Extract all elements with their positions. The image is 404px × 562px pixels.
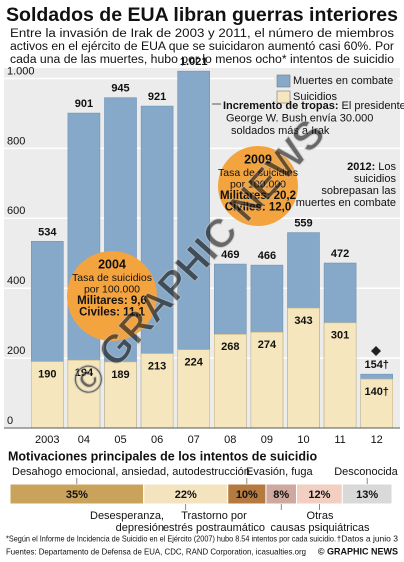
subtitle-line: Entre la invasión de Irak de 2003 y 2011… [10,28,394,40]
x-tick-label: 10 [297,434,309,446]
annotation-title: Incremento de tropas: [223,100,339,112]
motive-value-label: 12% [308,489,330,501]
combat-value-label: 472 [331,248,349,260]
subtitle-line: cada una de las muertes, hubo por lo men… [10,54,394,66]
x-tick-label: 11 [334,434,345,446]
motive-value-label: 8% [273,489,289,501]
annotation-line: Militares: 20,2 [220,190,296,202]
credit: © GRAPHIC NEWS [318,546,398,556]
suicide-value-label: 190 [38,368,56,380]
suicide-value-label: 194 [75,367,94,379]
legend-swatch [276,90,291,104]
combat-value-label: 469 [221,249,239,261]
footnote: †Datos a junio 3 [337,533,399,543]
combat-value-label: 945 [111,83,129,95]
suicide-value-label: 189 [111,369,129,381]
suicide-value-label: 301 [331,330,349,342]
subtitle-line: activos en el ejército de EUA que se sui… [10,41,394,53]
legend-label: Suicidios [293,91,338,103]
annotation-line: Los [378,161,396,173]
motive-label: estrés postraumático [163,522,265,534]
annotation-text: Incremento de tropas: El presidente [223,100,404,112]
annotation-title: 2012: [347,161,375,173]
chart-title: Soldados de EUA libran guerras interiore… [6,5,398,26]
x-tick-label: 12 [371,434,383,446]
suicide-bar [323,322,357,429]
y-tick-label: 600 [7,205,25,217]
suicide-value-label: 213 [148,360,166,372]
annotation-line: muertes en combate [296,197,396,209]
y-tick-label: 400 [7,275,25,287]
footnote: Fuentes: Departamento de Defensa de EUA,… [6,546,306,556]
x-tick-label: 06 [151,434,163,446]
x-tick-label: 09 [261,434,273,446]
combat-value-label: 466 [258,250,276,262]
annotation-line: soldados más a Irak [231,125,330,137]
combat-value-label: 534 [38,226,57,238]
suicide-bar [214,334,247,429]
annotation-line: sobrepasan las [321,185,396,197]
combat-value-label: 1.021 [180,56,208,68]
annotation-line: por 100.000 [230,178,286,190]
suicide-bar [30,361,64,429]
suicide-bar [250,331,284,429]
motive-label: Evasión, fuga [246,466,314,478]
x-tick-label: 05 [114,434,126,446]
motive-value-label: 13% [356,489,378,501]
suicide-bar [287,307,320,429]
combat-value-label: 921 [148,91,166,103]
x-tick-label: 2003 [35,434,59,446]
suicide-bar [67,359,101,429]
legend-label: Muertes en combate [293,75,393,87]
annotation-marker [371,346,381,356]
footnote: *Según el Informe de Incidencia de Suici… [6,533,336,543]
suicide-value-label: 274 [258,339,277,351]
motive-label: Desesperanza, [90,510,164,522]
annotation-line: por 100.000 [84,283,140,295]
annotation-title: 2009 [244,152,272,166]
motive-label: Otras [307,510,334,522]
combat-value-label: 154† [364,359,388,371]
annotation-title: 2004 [98,257,126,271]
suicide-bar [140,353,174,429]
suicide-value-label: 224 [185,357,204,369]
combat-value-label: 901 [75,98,93,110]
annotation-circle [218,146,298,226]
suicide-value-label: 268 [221,341,239,353]
suicide-value-label: 140† [364,386,388,398]
combat-value-label: 559 [294,218,312,230]
legend-box [274,72,398,106]
suicide-bar [360,378,394,429]
x-tick-label: 04 [78,434,90,446]
y-tick-label: 0 [7,415,13,427]
x-tick-label: 08 [224,434,236,446]
annotation-line: Civiles: 11,1 [79,307,145,319]
annotation-line: suicidios [354,173,397,185]
legend-swatch [276,74,291,88]
motive-label: causas psiquiátricas [270,522,370,534]
annotation-line: Tasa de suicidios [72,272,152,284]
section-title: Motivaciones principales de los intentos… [8,449,317,463]
y-tick-label: 1.000 [7,65,35,77]
annotation-line: Militares: 9,6 [77,295,147,307]
y-tick-label: 200 [7,345,25,357]
motive-label: Desconocida [334,466,398,478]
motive-label: Desahogo emocional, ansiedad, autodestru… [12,466,250,478]
annotation-line: Tasa de suicidios [218,167,298,179]
y-tick-label: 800 [7,135,25,147]
annotation-line: Civiles: 12,0 [225,202,291,214]
annotation-circle [67,251,157,341]
motive-label: depresión [116,522,164,534]
suicide-value-label: 343 [294,315,312,327]
motive-value-label: 10% [236,489,258,501]
annotation-line: George W. Bush envía 30.000 [226,112,373,124]
motive-label: Trastorno por [181,510,247,522]
suicide-bar [104,361,137,429]
annotation-line: El presidente [342,100,404,112]
motive-value-label: 35% [66,489,88,501]
motive-value-label: 22% [175,489,197,501]
annotation-text: 2012: Los [347,161,396,173]
x-tick-label: 07 [188,434,200,446]
